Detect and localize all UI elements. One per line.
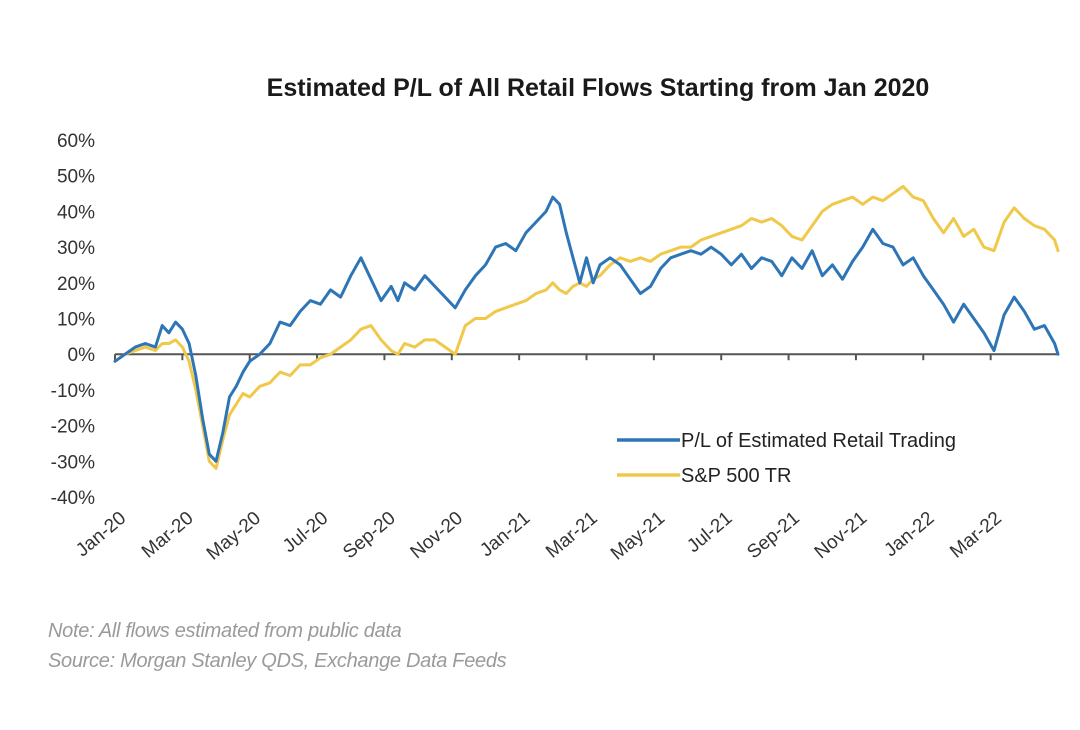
x-tick-label: Nov-20 <box>407 508 467 563</box>
x-tick-label: May-21 <box>607 508 669 565</box>
y-tick-label: 20% <box>57 274 95 295</box>
y-tick-label: 30% <box>57 238 95 259</box>
legend-label-sp500-tr: S&P 500 TR <box>681 465 791 487</box>
x-axis: Jan-20 Mar-20 May-20 Jul-20 Sep-20 Nov-20 Jan-… <box>72 353 1058 565</box>
chart-title: Estimated P/L of All Retail Flows Starti… <box>267 74 930 102</box>
series-line-pl-retail <box>113 195 1060 463</box>
x-tick-label: Nov-21 <box>811 508 871 563</box>
y-tick-label: -20% <box>51 417 95 438</box>
y-tick-label: -30% <box>51 452 95 473</box>
y-tick-label: -10% <box>51 381 95 402</box>
y-tick-label: 50% <box>57 167 95 188</box>
x-tick-label: Jan-20 <box>72 508 130 561</box>
x-tick-label: Mar-20 <box>138 508 198 563</box>
y-tick-label: 40% <box>57 202 95 223</box>
x-tick-label: Sep-20 <box>339 508 399 563</box>
y-tick-label: 60% <box>57 131 95 152</box>
chart-source: Source: Morgan Stanley QDS, Exchange Dat… <box>48 650 507 672</box>
plot-lines <box>113 184 1060 470</box>
x-tick-label: Jan-22 <box>880 508 938 561</box>
x-tick-label: May-20 <box>203 508 265 565</box>
series-line-sp500-tr <box>113 184 1060 470</box>
x-tick-label: Sep-21 <box>743 508 803 563</box>
x-tick-label: Mar-21 <box>542 508 602 563</box>
chart-note: Note: All flows estimated from public da… <box>48 620 402 642</box>
y-tick-label: -40% <box>51 488 95 509</box>
y-tick-label: 10% <box>57 310 95 331</box>
x-tick-label: Jan-21 <box>476 508 534 561</box>
x-tick-label: Jul-21 <box>683 508 736 557</box>
x-tick-label: Mar-22 <box>946 508 1006 563</box>
legend-label-pl-retail: P/L of Estimated Retail Trading <box>681 430 956 452</box>
legend: P/L of Estimated Retail Trading S&P 500 … <box>617 430 956 487</box>
y-tick-label: 0% <box>68 345 96 366</box>
y-axis: 60% 50% 40% 30% 20% 10% 0% -10% -20% -30% -40% <box>51 131 95 509</box>
x-tick-label: Jul-20 <box>279 508 332 557</box>
